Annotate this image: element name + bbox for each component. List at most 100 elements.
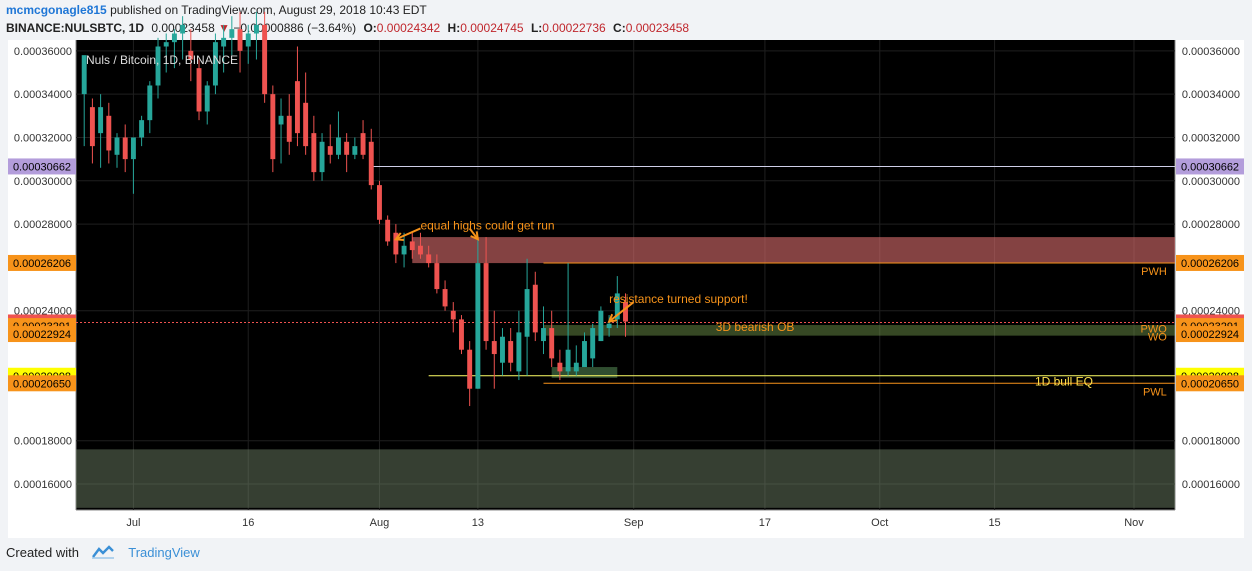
candle [106, 102, 112, 164]
candle [582, 332, 587, 368]
candle [81, 55, 87, 147]
annotation-pwl: PWL [1143, 387, 1167, 399]
candle-body [508, 341, 514, 363]
candle-body [98, 107, 104, 134]
price-marker-box [1176, 158, 1244, 175]
created-with-text: Created with [6, 545, 79, 560]
candle [122, 124, 128, 173]
candle [434, 254, 440, 294]
candle-body [352, 146, 358, 155]
x-tick-label: 16 [242, 517, 254, 529]
candle [352, 137, 358, 160]
x-tick-label: 15 [988, 517, 1000, 529]
price-marker-box [8, 158, 76, 175]
price-marker-box [8, 254, 76, 271]
close-label: C: [613, 21, 626, 35]
bottom-zone [76, 449, 1175, 508]
candle [229, 16, 235, 56]
price-marker-label-right: 0.00030662 [1181, 161, 1239, 173]
candle [319, 133, 325, 181]
candle-body [409, 241, 415, 251]
candle [491, 310, 497, 389]
arrow-equal-highs-left [393, 227, 421, 241]
arrow-shaft [468, 227, 479, 240]
candle [573, 345, 579, 376]
y-tick-label-left: 0.00016000 [14, 479, 72, 491]
left-price-axis [8, 40, 76, 510]
candle-body [500, 336, 505, 363]
candle [401, 232, 407, 268]
candle [508, 328, 514, 372]
candle-body [450, 310, 456, 320]
arrow-shaft [608, 301, 635, 323]
candle-body [541, 328, 546, 342]
candle-body [590, 328, 596, 359]
x-tick-label: Sep [624, 517, 644, 529]
candle [557, 349, 563, 381]
close-value: 0.00023458 [625, 21, 690, 35]
x-tick-label: 13 [472, 517, 484, 529]
price-marker-label-left: 0.00022924 [13, 329, 71, 341]
candle-body [163, 42, 169, 47]
high-value: 0.00024745 [460, 21, 524, 35]
candle [335, 111, 341, 160]
candle-body [483, 263, 489, 342]
price-marker-box [1176, 326, 1244, 343]
equal-highs-zone [412, 237, 1175, 264]
candle-body [221, 37, 227, 47]
open-label: O: [363, 21, 377, 35]
arrow-equal-highs-right [468, 227, 480, 241]
candle-body [491, 341, 497, 355]
y-tick-label-left: 0.00030000 [14, 176, 72, 188]
candle [459, 315, 464, 355]
price-marker-label-left: 0.00020650 [13, 378, 71, 390]
tradingview-link[interactable]: TradingView [128, 545, 200, 560]
candle [614, 276, 620, 329]
candle [180, 16, 186, 60]
arrow-shaft [395, 227, 421, 241]
candle [171, 29, 177, 69]
price-marker-box [8, 375, 76, 392]
candle [253, 11, 259, 60]
publish-text: published on TradingView.com, August 29,… [110, 3, 427, 17]
candle-body [253, 24, 259, 34]
x-tick-label: Aug [370, 517, 390, 529]
footer: Created with TradingView [6, 545, 200, 562]
candle-body [598, 310, 604, 342]
candle-body [614, 293, 620, 320]
candle-body [376, 185, 382, 220]
price-marker-label-left: 0.00030662 [13, 161, 71, 173]
right-price-axis [1175, 40, 1244, 510]
candle-body [582, 341, 587, 368]
annotation-resistance: resistance turned support! [609, 292, 748, 306]
candle [270, 85, 276, 173]
candle [262, 11, 268, 103]
candle [368, 128, 374, 190]
candle-body [401, 245, 407, 255]
candle [114, 133, 120, 168]
annotation-bearish-ob: 3D bearish OB [716, 320, 795, 334]
candle-body [303, 102, 309, 147]
price-marker-label-right: 0.00026206 [1181, 258, 1239, 270]
candle-body [516, 332, 522, 372]
y-tick-label-right: 0.00016000 [1182, 479, 1240, 491]
candle-body [565, 349, 571, 372]
candle [500, 328, 505, 376]
candle [483, 237, 489, 350]
candle [286, 94, 292, 155]
candle-body [393, 232, 399, 255]
candle [130, 137, 136, 194]
candle-body [475, 263, 481, 389]
candle-body [434, 263, 440, 290]
symbol-label: BINANCE:NULSBTC, 1D [6, 21, 144, 35]
annotation-wo: WO [1148, 331, 1167, 343]
candle-body [130, 137, 136, 160]
bearish-ob-zone [543, 325, 1175, 336]
y-tick-label-left: 0.00032000 [14, 132, 72, 144]
open-value: 0.00024342 [376, 21, 441, 35]
candle-body [360, 133, 366, 155]
author-link[interactable]: mcmcgonagle815 [6, 3, 107, 17]
candle [426, 245, 432, 268]
candle [303, 72, 309, 155]
